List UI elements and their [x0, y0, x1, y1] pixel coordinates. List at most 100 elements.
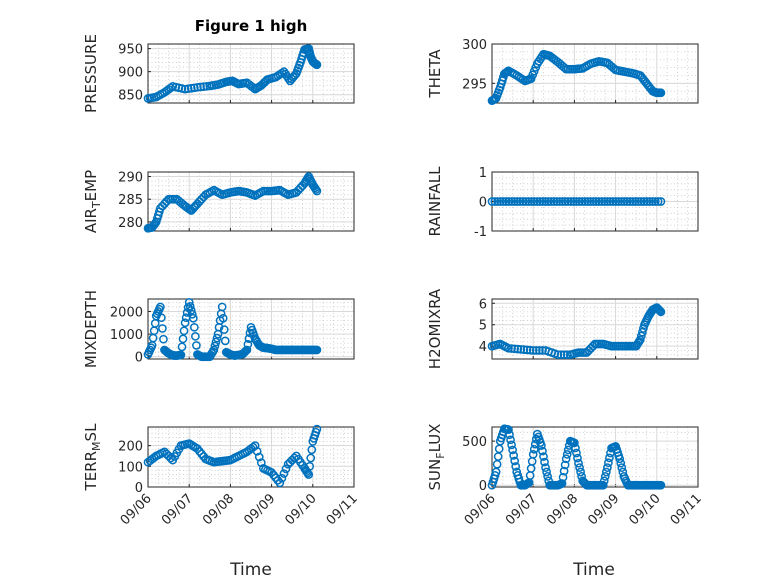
data-point	[279, 469, 289, 478]
data-point	[574, 197, 584, 206]
data-point	[560, 460, 570, 470]
data-point	[501, 197, 511, 206]
data-point	[176, 350, 186, 360]
data-point	[616, 458, 626, 468]
data-point	[531, 346, 541, 355]
data-point	[538, 346, 547, 355]
data-point	[275, 478, 285, 488]
y-tick-label: 290	[118, 171, 143, 186]
data-point	[575, 463, 584, 472]
data-point	[529, 197, 539, 206]
data-point	[256, 458, 266, 468]
y-axis-label-5: H2OMIXRA	[426, 288, 444, 369]
axes-frame	[147, 171, 355, 232]
data-point	[583, 197, 593, 206]
y-tick-label: 300	[462, 38, 487, 53]
data-point	[538, 446, 547, 456]
data-point	[156, 302, 165, 312]
y-axis-label-6: TERRMSL	[82, 423, 103, 492]
subplot-air-temp: 280 285 290 AIRTEMP	[82, 170, 355, 233]
data-point	[600, 472, 610, 481]
data-point	[549, 197, 559, 206]
y-tick-label: 950	[118, 43, 143, 58]
y-tick-label: 4	[479, 340, 487, 355]
data-point	[552, 197, 562, 206]
data-point	[615, 454, 625, 464]
data-point	[599, 476, 609, 486]
data-point	[217, 302, 227, 312]
data-point	[559, 466, 569, 476]
data-point	[636, 197, 646, 206]
data-point	[566, 197, 576, 206]
data-point	[528, 346, 538, 355]
data-point	[186, 305, 196, 315]
y-tick-label: 0	[479, 196, 487, 211]
data-point	[597, 197, 607, 206]
data-point	[506, 435, 515, 445]
data-point	[511, 462, 521, 471]
data-point	[192, 341, 201, 350]
data-point	[219, 325, 229, 334]
data-point	[190, 83, 199, 93]
subplot-theta: 295 300 THETA	[426, 38, 699, 105]
data-point	[510, 456, 520, 466]
data-point	[611, 197, 621, 206]
data-point	[601, 467, 611, 477]
data-point	[634, 197, 643, 206]
y-tick-label: 0	[135, 481, 143, 496]
data-point	[191, 332, 200, 341]
y-tick-label: 0	[479, 479, 487, 494]
data-point	[594, 197, 604, 206]
y-axis-label-4: MIXDEPTH	[82, 290, 100, 368]
data-point	[541, 463, 550, 472]
data-point	[655, 306, 665, 316]
data-point	[493, 197, 502, 206]
data-point	[543, 472, 552, 481]
data-point	[190, 322, 199, 332]
data-point	[179, 326, 189, 336]
data-point	[496, 197, 505, 206]
y-axis-label-0: PRESSURE	[82, 34, 100, 113]
data-point	[490, 197, 500, 206]
data-point	[252, 446, 262, 456]
y-tick-label: 200	[118, 440, 143, 455]
data-point	[254, 452, 264, 462]
data-point	[521, 197, 531, 206]
data-point	[573, 453, 582, 463]
y-axis-label-1: THETA	[426, 49, 444, 99]
data-point	[559, 350, 569, 360]
data-point	[645, 197, 655, 206]
subplot-sun-flux: 0 500 SUNFLUX 09/06 09/07 09/08 09/09 09/10 09/1…	[426, 424, 705, 529]
data-point	[537, 441, 546, 450]
data-point	[515, 197, 525, 206]
data-point	[510, 197, 519, 206]
data-point	[562, 450, 572, 459]
data-point	[312, 186, 322, 196]
data-point	[242, 345, 252, 355]
data-point	[159, 334, 168, 344]
data-point	[183, 84, 193, 94]
data-point	[281, 464, 291, 474]
x-tick-label: 09/07	[503, 491, 540, 528]
data-point	[614, 197, 624, 206]
data-point	[312, 345, 322, 355]
data-point	[510, 344, 520, 354]
y-tick-label: 1	[479, 166, 487, 181]
data-point	[516, 345, 526, 354]
data-point	[504, 343, 513, 353]
data-point	[539, 452, 548, 461]
y-tick-label: 6	[479, 297, 487, 312]
x-tick-label: 09/10	[283, 491, 320, 528]
data-point	[199, 82, 208, 91]
data-point	[617, 197, 626, 206]
data-point	[604, 458, 613, 468]
data-point	[524, 197, 533, 206]
data-point	[538, 197, 548, 206]
data-point	[522, 345, 532, 355]
axes-frame	[491, 43, 699, 104]
data-point	[577, 197, 587, 206]
data-point	[628, 197, 638, 206]
data-point	[498, 197, 508, 206]
data-point	[528, 450, 538, 459]
